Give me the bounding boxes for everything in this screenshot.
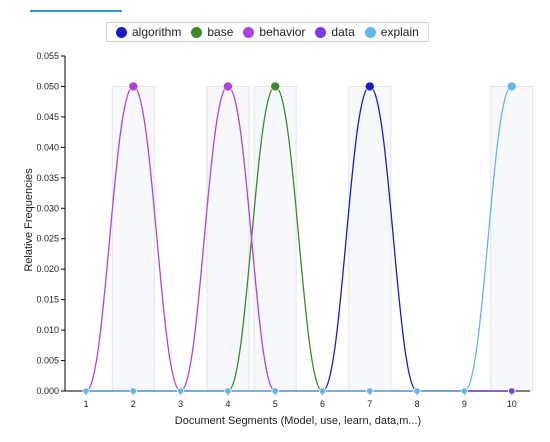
legend-label: data <box>331 25 355 39</box>
y-tick-label: 0.045 <box>36 112 59 122</box>
x-tick-label: 6 <box>320 399 325 409</box>
data-point-data[interactable] <box>508 387 516 395</box>
data-point-behavior[interactable] <box>223 81 233 92</box>
legend-swatch <box>364 26 376 38</box>
data-point-explain[interactable] <box>177 387 185 395</box>
legend-label: behavior <box>259 25 306 39</box>
legend-swatch <box>243 26 255 38</box>
segment-highlight <box>348 85 392 392</box>
data-point-base[interactable] <box>270 81 281 92</box>
x-tick-label: 8 <box>415 399 420 409</box>
data-point-explain[interactable] <box>366 387 374 395</box>
legend-label: algorithm <box>132 25 182 39</box>
x-tick-label: 2 <box>131 399 136 409</box>
x-tick-label: 7 <box>367 399 372 409</box>
data-point-explain[interactable] <box>82 387 90 395</box>
data-point-explain[interactable] <box>318 387 326 395</box>
x-tick-label: 9 <box>462 399 467 409</box>
segment-shading <box>111 85 534 392</box>
y-tick-label: 0.005 <box>36 356 59 366</box>
legend-swatch <box>116 26 127 38</box>
y-tick-label: 0.010 <box>36 325 59 335</box>
legend-label: explain <box>380 25 419 39</box>
data-point-explain[interactable] <box>224 387 232 395</box>
x-tick-label: 10 <box>507 399 517 409</box>
legend-swatch <box>191 26 203 38</box>
y-tick-label: 0.030 <box>36 203 59 213</box>
y-axis-title: Relative Frequencies <box>23 168 35 272</box>
series-points <box>82 81 517 395</box>
legend-item-algorithm[interactable]: algorithm <box>116 25 181 39</box>
chart-legend: algorithm base behavior data explain <box>106 22 429 42</box>
legend-item-behavior[interactable]: behavior <box>243 25 305 39</box>
segment-highlight <box>253 85 297 392</box>
y-tick-label: 0.035 <box>36 173 59 183</box>
y-tick-label: 0.020 <box>36 264 59 274</box>
y-tick-label: 0.055 <box>36 51 59 61</box>
data-point-explain[interactable] <box>271 387 279 395</box>
segment-highlight <box>111 85 155 392</box>
data-point-explain[interactable] <box>413 387 421 395</box>
y-tick-label: 0.050 <box>36 81 59 91</box>
x-tick-label: 3 <box>178 399 183 409</box>
x-tick-label: 5 <box>273 399 278 409</box>
active-tab-underline <box>30 10 122 12</box>
y-tick-label: 0.040 <box>36 142 59 152</box>
y-tick-label: 0.025 <box>36 234 59 244</box>
y-tick-label: 0.000 <box>36 386 59 396</box>
legend-swatch <box>315 26 327 38</box>
legend-item-data[interactable]: data <box>315 25 355 39</box>
x-tick-label: 1 <box>83 399 88 409</box>
legend-label: base <box>207 25 234 39</box>
data-point-algorithm[interactable] <box>364 81 375 92</box>
x-tick-label: 4 <box>225 399 230 409</box>
legend-item-base[interactable]: base <box>191 25 233 39</box>
x-axis-title: Document Segments (Model, use, learn, da… <box>175 415 421 427</box>
y-tick-label: 0.015 <box>36 295 59 305</box>
data-point-behavior[interactable] <box>128 81 139 92</box>
data-point-explain[interactable] <box>129 387 137 395</box>
data-point-explain[interactable] <box>506 81 517 92</box>
segment-highlight <box>206 85 250 392</box>
data-point-explain[interactable] <box>460 387 468 395</box>
legend-item-explain[interactable]: explain <box>364 25 419 39</box>
segment-highlight <box>490 85 534 392</box>
